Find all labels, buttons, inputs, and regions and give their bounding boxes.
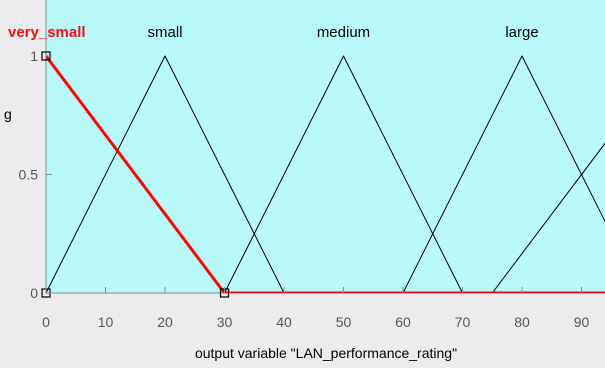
x-tick-label-30: 30 xyxy=(217,314,233,330)
mf-curve-small[interactable] xyxy=(46,55,285,293)
mf-label-large[interactable]: large xyxy=(505,24,538,41)
mf-label-medium[interactable]: medium xyxy=(317,24,370,41)
y-tick-label-1: 1 xyxy=(30,48,38,64)
mf-curve-large[interactable] xyxy=(402,55,605,293)
mf-curve-medium[interactable] xyxy=(224,55,463,293)
x-tick-label-0: 0 xyxy=(42,314,50,330)
mf-label-small[interactable]: small xyxy=(147,24,182,41)
x-axis-title: output variable "LAN_performance_rating" xyxy=(195,345,457,361)
x-tick-label-50: 50 xyxy=(336,314,352,330)
y-axis-fragment-label: g xyxy=(4,106,12,122)
x-tick-label-20: 20 xyxy=(157,314,173,330)
y-tick-label-0-5: 0.5 xyxy=(19,167,39,183)
plot-area xyxy=(46,0,605,293)
y-tick-label-0: 0 xyxy=(30,285,38,301)
x-tick-label-80: 80 xyxy=(514,314,530,330)
mf-curve-very-small[interactable] xyxy=(46,55,605,293)
x-tick-label-90: 90 xyxy=(574,314,590,330)
x-tick-label-40: 40 xyxy=(276,314,292,330)
x-tick-label-10: 10 xyxy=(98,314,114,330)
x-tick-label-70: 70 xyxy=(455,314,471,330)
mf-label-very-small[interactable]: very_small xyxy=(8,24,86,41)
mf-curve-very-large[interactable] xyxy=(491,56,605,293)
x-tick-label-60: 60 xyxy=(395,314,411,330)
